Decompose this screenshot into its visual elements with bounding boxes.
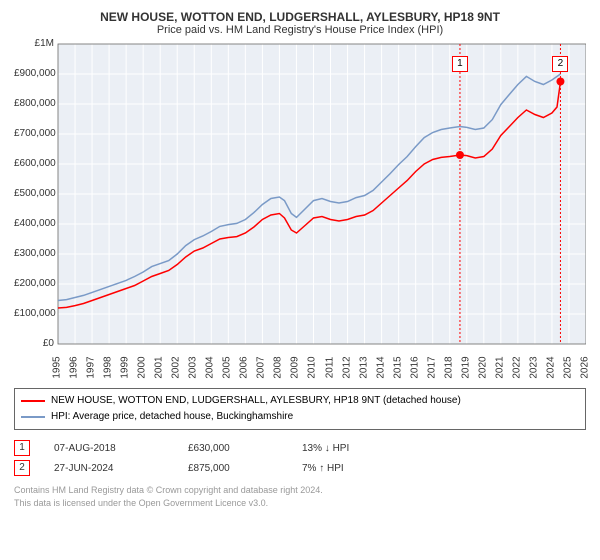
x-tick-label: 2017	[426, 356, 437, 378]
x-tick-label: 2024	[546, 356, 557, 378]
y-tick-label: £100,000	[14, 308, 54, 319]
y-tick-label: £500,000	[14, 188, 54, 199]
event-delta: 13% ↓ HPI	[302, 443, 349, 454]
events-table: 1 07-AUG-2018 £630,000 13% ↓ HPI 2 27-JUN-202…	[14, 438, 586, 478]
event-delta: 7% ↑ HPI	[302, 463, 344, 474]
x-tick-label: 2013	[358, 356, 369, 378]
event-price: £630,000	[188, 443, 278, 454]
x-tick-label: 2022	[511, 356, 522, 378]
y-tick-label: £200,000	[14, 278, 54, 289]
x-tick-label: 2021	[494, 356, 505, 378]
legend-swatch	[21, 400, 45, 402]
y-tick-label: £600,000	[14, 158, 54, 169]
x-tick-label: 2000	[137, 356, 148, 378]
x-tick-label: 2012	[341, 356, 352, 378]
y-tick-label: £0	[14, 338, 54, 349]
x-tick-label: 2005	[222, 356, 233, 378]
event-date: 07-AUG-2018	[54, 443, 164, 454]
event-row: 1 07-AUG-2018 £630,000 13% ↓ HPI	[14, 438, 586, 458]
x-tick-label: 1996	[69, 356, 80, 378]
chart-svg	[14, 40, 586, 380]
event-price: £875,000	[188, 463, 278, 474]
y-tick-label: £800,000	[14, 98, 54, 109]
x-tick-label: 1995	[52, 356, 63, 378]
x-tick-label: 2025	[563, 356, 574, 378]
x-tick-label: 2010	[307, 356, 318, 378]
x-tick-label: 2004	[205, 356, 216, 378]
y-tick-label: £1M	[14, 38, 54, 49]
event-date: 27-JUN-2024	[54, 463, 164, 474]
chart-title: NEW HOUSE, WOTTON END, LUDGERSHALL, AYLE…	[14, 10, 586, 24]
x-tick-label: 2014	[375, 356, 386, 378]
x-tick-label: 2020	[477, 356, 488, 378]
chart-subtitle: Price paid vs. HM Land Registry's House …	[14, 24, 586, 36]
x-tick-label: 2007	[256, 356, 267, 378]
credits: Contains HM Land Registry data © Crown c…	[14, 484, 586, 510]
legend-label: HPI: Average price, detached house, Buck…	[51, 409, 293, 425]
x-tick-label: 2009	[290, 356, 301, 378]
x-tick-label: 2011	[324, 357, 335, 379]
legend-label: NEW HOUSE, WOTTON END, LUDGERSHALL, AYLE…	[51, 393, 461, 409]
x-tick-label: 2026	[580, 356, 591, 378]
legend-item: HPI: Average price, detached house, Buck…	[21, 409, 579, 425]
x-tick-label: 2006	[239, 356, 250, 378]
y-tick-label: £700,000	[14, 128, 54, 139]
x-tick-label: 1999	[120, 356, 131, 378]
y-tick-label: £300,000	[14, 248, 54, 259]
legend: NEW HOUSE, WOTTON END, LUDGERSHALL, AYLE…	[14, 388, 586, 430]
chart-marker-1: 1	[452, 56, 468, 72]
x-tick-label: 1998	[103, 356, 114, 378]
x-tick-label: 2015	[392, 356, 403, 378]
x-tick-label: 1997	[86, 356, 97, 378]
y-tick-label: £400,000	[14, 218, 54, 229]
chart-marker-2: 2	[552, 56, 568, 72]
x-tick-label: 2001	[154, 356, 165, 378]
x-tick-label: 2016	[409, 356, 420, 378]
chart-area: £0 £100,000 £200,000 £300,000 £400,000 £500,0…	[14, 40, 586, 380]
x-tick-label: 2008	[273, 356, 284, 378]
credits-line-2: This data is licensed under the Open Gov…	[14, 497, 586, 510]
x-tick-label: 2019	[460, 356, 471, 378]
x-tick-label: 2018	[443, 356, 454, 378]
legend-item: NEW HOUSE, WOTTON END, LUDGERSHALL, AYLE…	[21, 393, 579, 409]
event-row: 2 27-JUN-2024 £875,000 7% ↑ HPI	[14, 458, 586, 478]
x-tick-label: 2003	[188, 356, 199, 378]
credits-line-1: Contains HM Land Registry data © Crown c…	[14, 484, 586, 497]
y-tick-label: £900,000	[14, 68, 54, 79]
x-tick-label: 2002	[171, 356, 182, 378]
x-tick-label: 2023	[529, 356, 540, 378]
legend-swatch	[21, 416, 45, 418]
event-index-box: 2	[14, 460, 30, 476]
event-index-box: 1	[14, 440, 30, 456]
